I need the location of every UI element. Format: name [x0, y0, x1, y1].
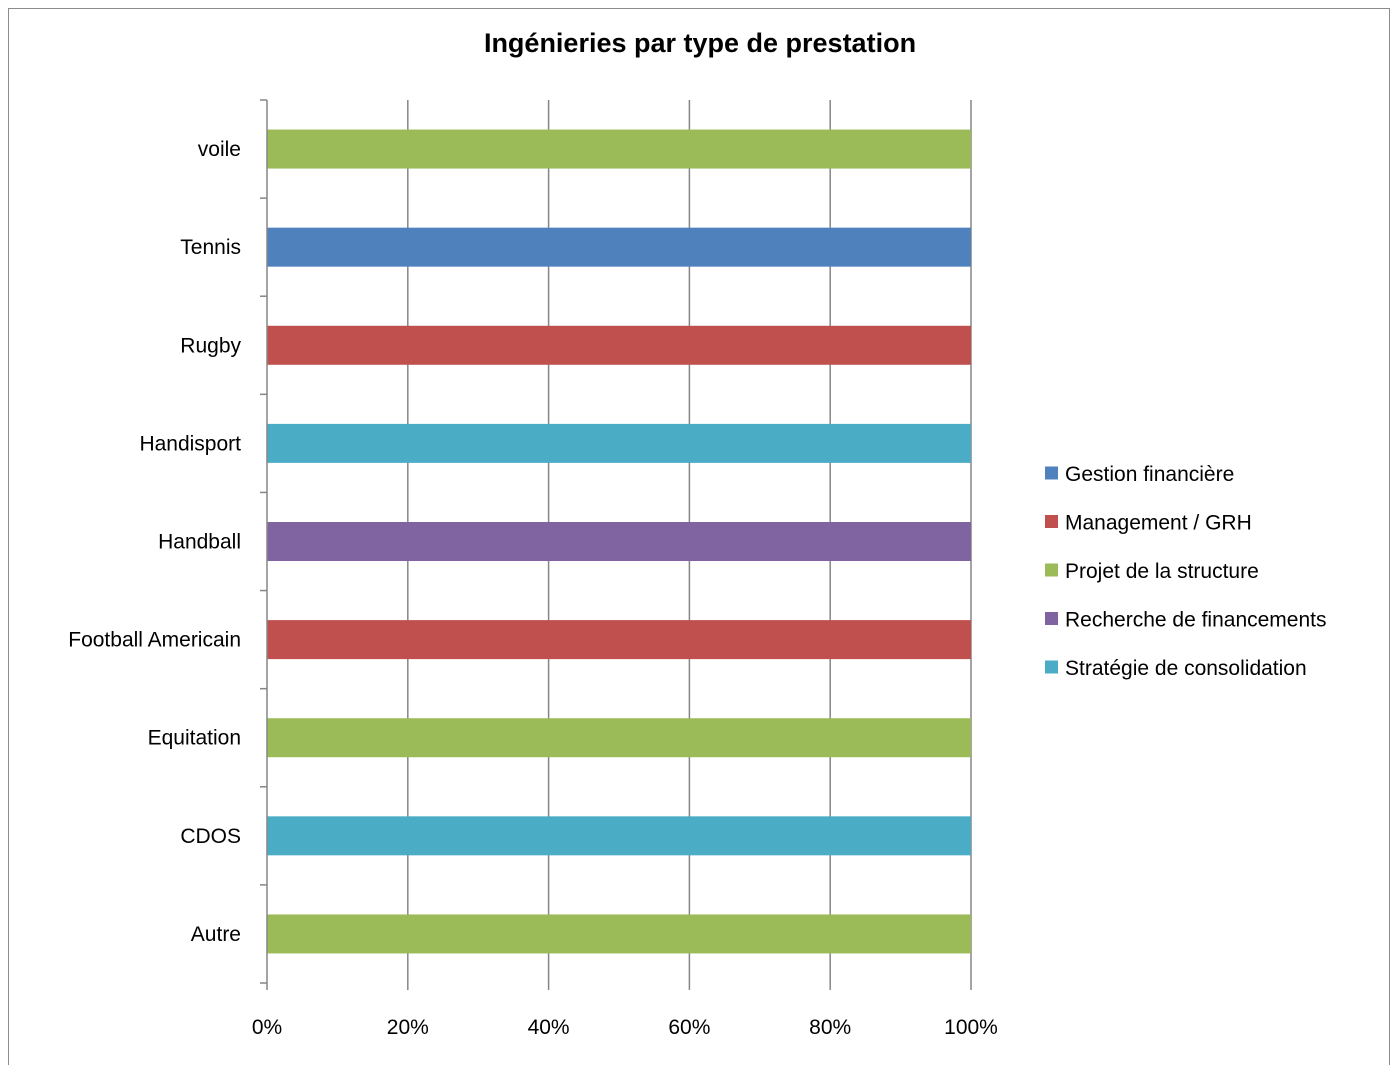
- chart-title: Ingénieries par type de prestation: [483, 28, 917, 58]
- y-category-label: Equitation: [148, 727, 241, 750]
- x-tick-label: 0%: [252, 1016, 282, 1039]
- bar-rugby-1: [267, 325, 971, 365]
- bar-handisport-4: [267, 423, 971, 463]
- y-category-label: Handball: [158, 531, 241, 554]
- legend-label: Projet de la structure: [1065, 560, 1259, 583]
- legend-swatch: [1045, 612, 1058, 625]
- y-category-label: Autre: [191, 923, 241, 946]
- legend-swatch: [1045, 660, 1058, 674]
- x-tick-label: 80%: [809, 1016, 851, 1039]
- bar-cdos-4: [267, 816, 971, 856]
- y-category-label: CDOS: [180, 825, 241, 848]
- legend-swatch: [1045, 563, 1058, 577]
- y-category-label: Tennis: [180, 236, 241, 259]
- bar-tennis-0: [267, 227, 971, 267]
- bar-football-americain-1: [267, 620, 971, 660]
- legend-swatch: [1045, 466, 1058, 480]
- x-tick-label: 40%: [528, 1016, 570, 1039]
- x-tick-label: 100%: [944, 1016, 998, 1039]
- y-category-label: Rugby: [180, 334, 241, 357]
- legend-swatch: [1045, 515, 1058, 528]
- legend-label: Gestion financière: [1065, 463, 1234, 486]
- bar-equitation-2: [267, 718, 971, 758]
- legend-label: Recherche de financements: [1065, 609, 1327, 632]
- legend-label: Stratégie de consolidation: [1065, 657, 1307, 680]
- bar-voile-2: [267, 129, 971, 169]
- legend-label: Management / GRH: [1065, 512, 1252, 535]
- bar-handball-3: [267, 522, 971, 561]
- y-category-label: Football Americain: [68, 629, 241, 652]
- y-category-label: voile: [198, 138, 241, 161]
- y-category-label: Handisport: [139, 432, 241, 455]
- x-tick-label: 60%: [668, 1016, 710, 1039]
- x-tick-label: 20%: [387, 1016, 429, 1039]
- bar-autre-2: [267, 914, 971, 954]
